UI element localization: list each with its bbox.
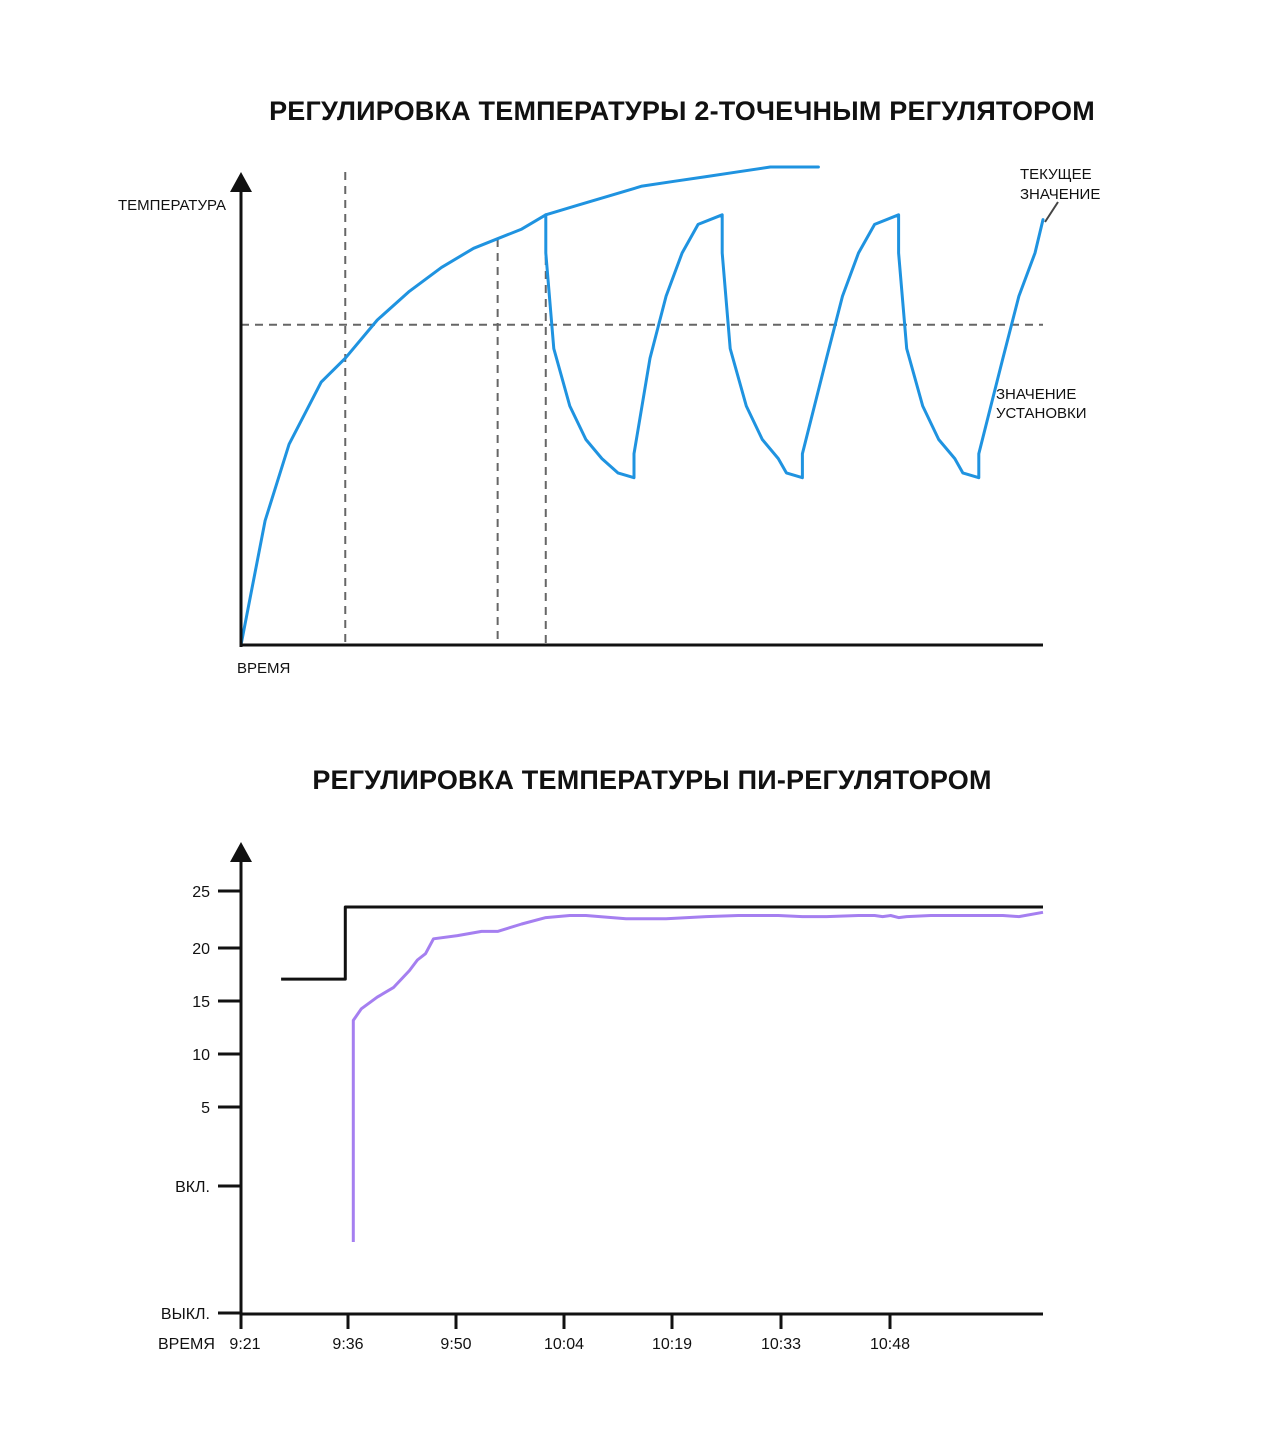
series-line [239, 165, 820, 647]
current-value-label: ЗНАЧЕНИЕ [1020, 186, 1100, 203]
x-axis-label: ВРЕМЯ [237, 660, 290, 677]
current-value-leader [1044, 201, 1059, 223]
y-tick-label: 15 [192, 994, 210, 1011]
y-tick-label: 5 [201, 1100, 210, 1117]
y-tick-label: ВЫКЛ. [161, 1306, 210, 1323]
setpoint-line [281, 905, 1043, 981]
y-tick-label: 10 [192, 1047, 210, 1064]
chart-title: РЕГУЛИРОВКА ТЕМПЕРАТУРЫ ПИ-РЕГУЛЯТОРОМ [312, 765, 992, 795]
x-tick-label: 9:50 [440, 1336, 471, 1353]
y-tick-label: 25 [192, 884, 210, 901]
axes [230, 172, 1043, 647]
x-ticks: 9:21 9:36 9:50 10:04 10:19 10:33 10:48 [229, 1314, 910, 1353]
axes [230, 842, 1043, 1316]
setpoint-label: ЗНАЧЕНИЕ [996, 386, 1076, 403]
x-tick-label: 9:36 [332, 1336, 363, 1353]
x-tick-label: 10:33 [761, 1336, 801, 1353]
y-ticks: 25 20 15 10 5 ВКЛ. ВЫКЛ. [161, 884, 241, 1323]
x-axis-label: ВРЕМЯ [158, 1336, 215, 1353]
current-value-label: ТЕКУЩЕЕ [1020, 166, 1092, 183]
series-group [281, 905, 1044, 1242]
y-axis-arrow [230, 172, 252, 192]
chart-title: РЕГУЛИРОВКА ТЕМПЕРАТУРЫ 2-ТОЧЕЧНЫМ РЕГУЛ… [269, 96, 1095, 126]
y-axis-arrow [230, 842, 252, 862]
y-axis-label: ТЕМПЕРАТУРА [118, 197, 226, 214]
series-group [239, 165, 1045, 647]
y-tick-label: ВКЛ. [175, 1179, 210, 1196]
x-tick-label: 10:19 [652, 1336, 692, 1353]
x-tick-label: 10:04 [544, 1336, 584, 1353]
y-tick-label: 20 [192, 941, 210, 958]
series-line [544, 213, 1045, 480]
x-tick-label: 9:21 [229, 1336, 260, 1353]
x-tick-label: 10:48 [870, 1336, 910, 1353]
setpoint-label: УСТАНОВКИ [996, 405, 1087, 422]
two-point-control-chart: ТЕМПЕРАТУРА ВРЕМЯ ТЕКУЩЕЕ ЗНАЧЕНИЕ ЗНАЧЕ… [118, 165, 1100, 677]
actual-temperature-line [351, 910, 1044, 1242]
